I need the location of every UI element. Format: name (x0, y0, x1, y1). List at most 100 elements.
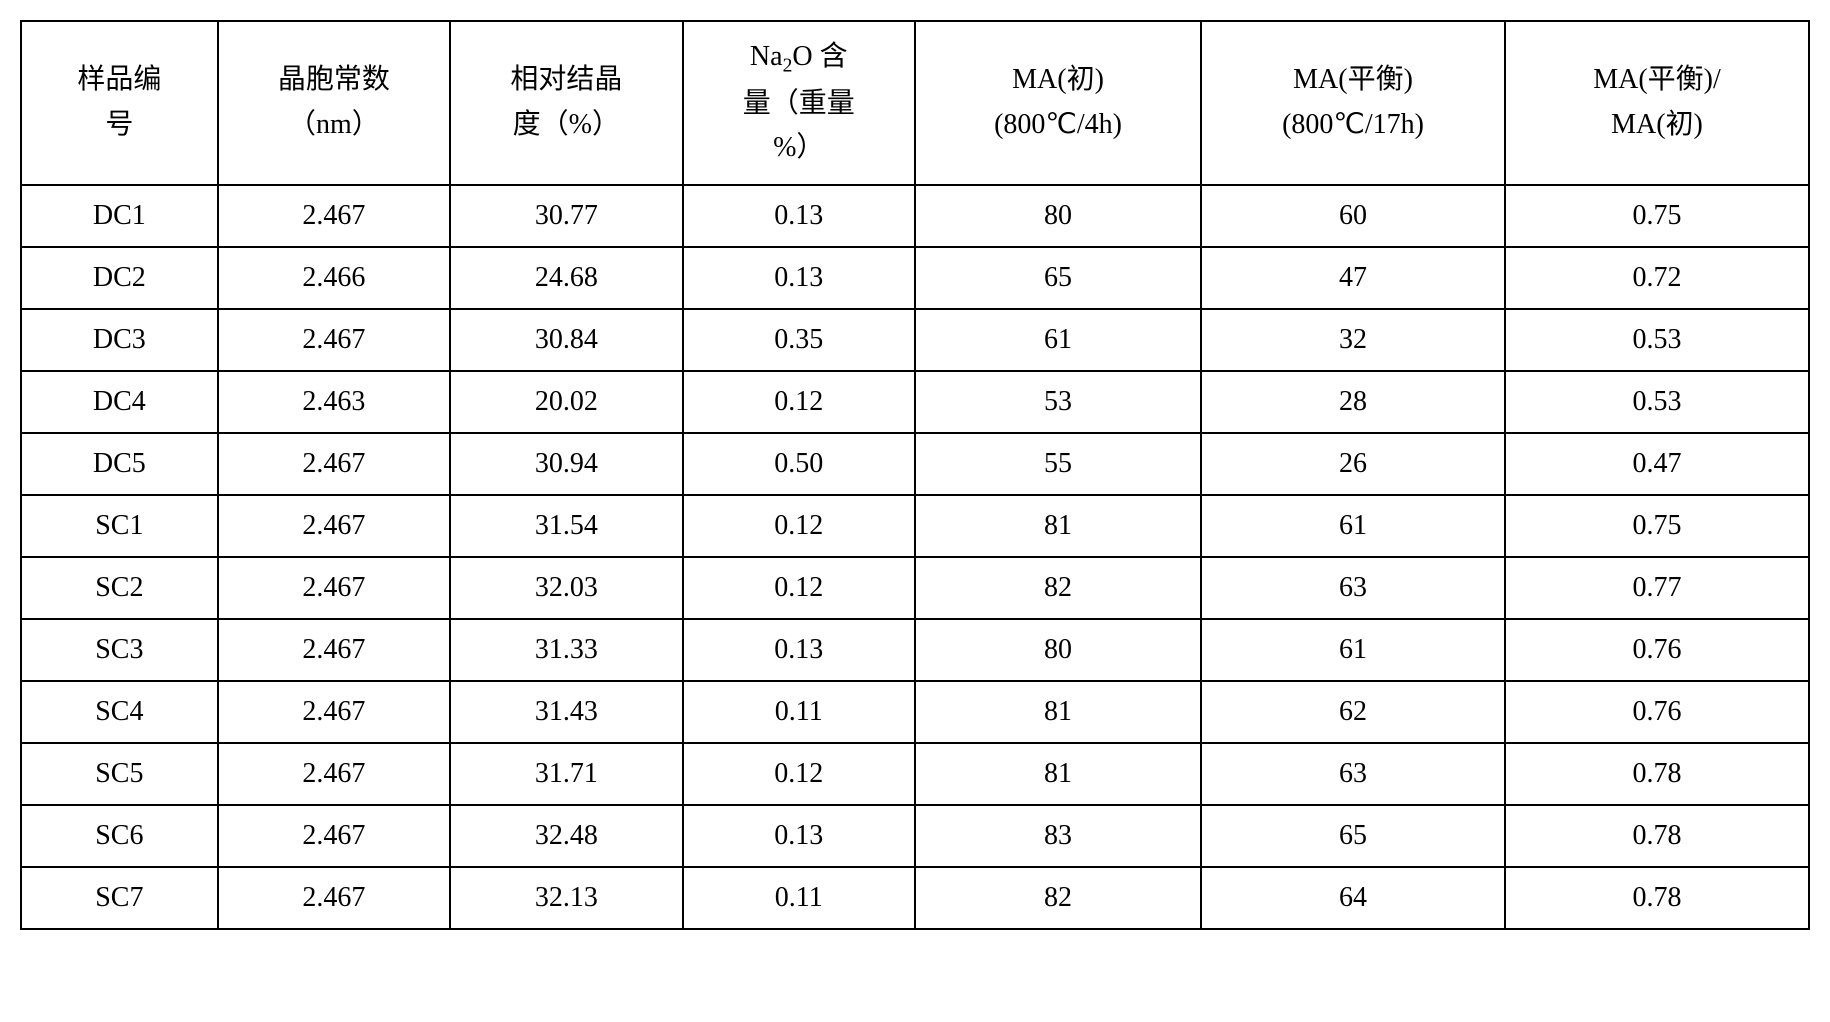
column-header-4: MA(初)(800℃/4h) (915, 21, 1201, 185)
table-cell: 0.12 (683, 557, 915, 619)
table-cell: 2.467 (218, 681, 450, 743)
table-cell: 0.78 (1505, 805, 1809, 867)
table-cell: 0.13 (683, 247, 915, 309)
table-cell: 80 (915, 185, 1201, 247)
table-cell: 61 (915, 309, 1201, 371)
table-cell: SC6 (21, 805, 218, 867)
table-cell: 61 (1201, 495, 1505, 557)
table-row: DC32.46730.840.3561320.53 (21, 309, 1809, 371)
data-table: 样品编号晶胞常数（nm）相对结晶度（%）Na2O 含量（重量%）MA(初)(80… (20, 20, 1810, 930)
table-row: DC22.46624.680.1365470.72 (21, 247, 1809, 309)
table-cell: 64 (1201, 867, 1505, 929)
table-row: SC52.46731.710.1281630.78 (21, 743, 1809, 805)
table-cell: 81 (915, 681, 1201, 743)
table-cell: 0.35 (683, 309, 915, 371)
table-row: SC22.46732.030.1282630.77 (21, 557, 1809, 619)
table-cell: 31.54 (450, 495, 682, 557)
table-cell: 82 (915, 867, 1201, 929)
column-header-1: 晶胞常数（nm） (218, 21, 450, 185)
table-cell: 0.78 (1505, 743, 1809, 805)
table-cell: DC2 (21, 247, 218, 309)
column-header-6: MA(平衡)/MA(初) (1505, 21, 1809, 185)
table-cell: 32 (1201, 309, 1505, 371)
table-cell: 2.467 (218, 805, 450, 867)
table-cell: 30.94 (450, 433, 682, 495)
table-cell: 2.467 (218, 867, 450, 929)
table-cell: 62 (1201, 681, 1505, 743)
column-header-3: Na2O 含量（重量%） (683, 21, 915, 185)
table-row: SC42.46731.430.1181620.76 (21, 681, 1809, 743)
table-row: SC62.46732.480.1383650.78 (21, 805, 1809, 867)
table-cell: 0.76 (1505, 681, 1809, 743)
table-cell: 30.84 (450, 309, 682, 371)
table-cell: 26 (1201, 433, 1505, 495)
table-row: DC42.46320.020.1253280.53 (21, 371, 1809, 433)
table-cell: 31.33 (450, 619, 682, 681)
table-cell: 0.75 (1505, 495, 1809, 557)
table-cell: 0.78 (1505, 867, 1809, 929)
table-cell: SC3 (21, 619, 218, 681)
table-cell: 2.466 (218, 247, 450, 309)
table-cell: 31.71 (450, 743, 682, 805)
table-cell: 0.77 (1505, 557, 1809, 619)
table-cell: 2.467 (218, 619, 450, 681)
table-cell: 81 (915, 495, 1201, 557)
table-cell: 65 (915, 247, 1201, 309)
table-cell: 0.53 (1505, 371, 1809, 433)
table-cell: 32.13 (450, 867, 682, 929)
table-cell: 28 (1201, 371, 1505, 433)
table-cell: 0.12 (683, 495, 915, 557)
table-cell: 0.13 (683, 185, 915, 247)
table-cell: SC7 (21, 867, 218, 929)
table-cell: 0.12 (683, 743, 915, 805)
table-cell: 63 (1201, 557, 1505, 619)
table-cell: 61 (1201, 619, 1505, 681)
table-cell: 31.43 (450, 681, 682, 743)
table-cell: 2.467 (218, 743, 450, 805)
table-body: DC12.46730.770.1380600.75DC22.46624.680.… (21, 185, 1809, 929)
table-row: SC32.46731.330.1380610.76 (21, 619, 1809, 681)
table-cell: 82 (915, 557, 1201, 619)
table-cell: 2.467 (218, 495, 450, 557)
table-cell: 0.47 (1505, 433, 1809, 495)
table-cell: DC3 (21, 309, 218, 371)
table-cell: 2.463 (218, 371, 450, 433)
table-cell: 0.12 (683, 371, 915, 433)
table-cell: 0.50 (683, 433, 915, 495)
table-row: DC52.46730.940.5055260.47 (21, 433, 1809, 495)
table-cell: 24.68 (450, 247, 682, 309)
table-cell: 81 (915, 743, 1201, 805)
table-cell: 0.53 (1505, 309, 1809, 371)
table-row: SC12.46731.540.1281610.75 (21, 495, 1809, 557)
table-cell: 0.13 (683, 619, 915, 681)
table-cell: SC1 (21, 495, 218, 557)
table-cell: 80 (915, 619, 1201, 681)
table-cell: 53 (915, 371, 1201, 433)
table-header-row: 样品编号晶胞常数（nm）相对结晶度（%）Na2O 含量（重量%）MA(初)(80… (21, 21, 1809, 185)
table-cell: SC2 (21, 557, 218, 619)
table-cell: SC5 (21, 743, 218, 805)
column-header-2: 相对结晶度（%） (450, 21, 682, 185)
table-cell: 0.13 (683, 805, 915, 867)
table-cell: 47 (1201, 247, 1505, 309)
table-cell: 55 (915, 433, 1201, 495)
table-cell: 60 (1201, 185, 1505, 247)
table-cell: 65 (1201, 805, 1505, 867)
table-cell: 0.11 (683, 867, 915, 929)
table-cell: 32.03 (450, 557, 682, 619)
table-cell: 0.75 (1505, 185, 1809, 247)
table-cell: 0.76 (1505, 619, 1809, 681)
table-cell: 30.77 (450, 185, 682, 247)
table-cell: 2.467 (218, 433, 450, 495)
table-cell: DC5 (21, 433, 218, 495)
table-row: DC12.46730.770.1380600.75 (21, 185, 1809, 247)
table-cell: 83 (915, 805, 1201, 867)
table-row: SC72.46732.130.1182640.78 (21, 867, 1809, 929)
table-cell: 2.467 (218, 309, 450, 371)
table-cell: 32.48 (450, 805, 682, 867)
table-cell: SC4 (21, 681, 218, 743)
table-cell: 0.72 (1505, 247, 1809, 309)
column-header-5: MA(平衡)(800℃/17h) (1201, 21, 1505, 185)
table-cell: DC4 (21, 371, 218, 433)
table-cell: 0.11 (683, 681, 915, 743)
